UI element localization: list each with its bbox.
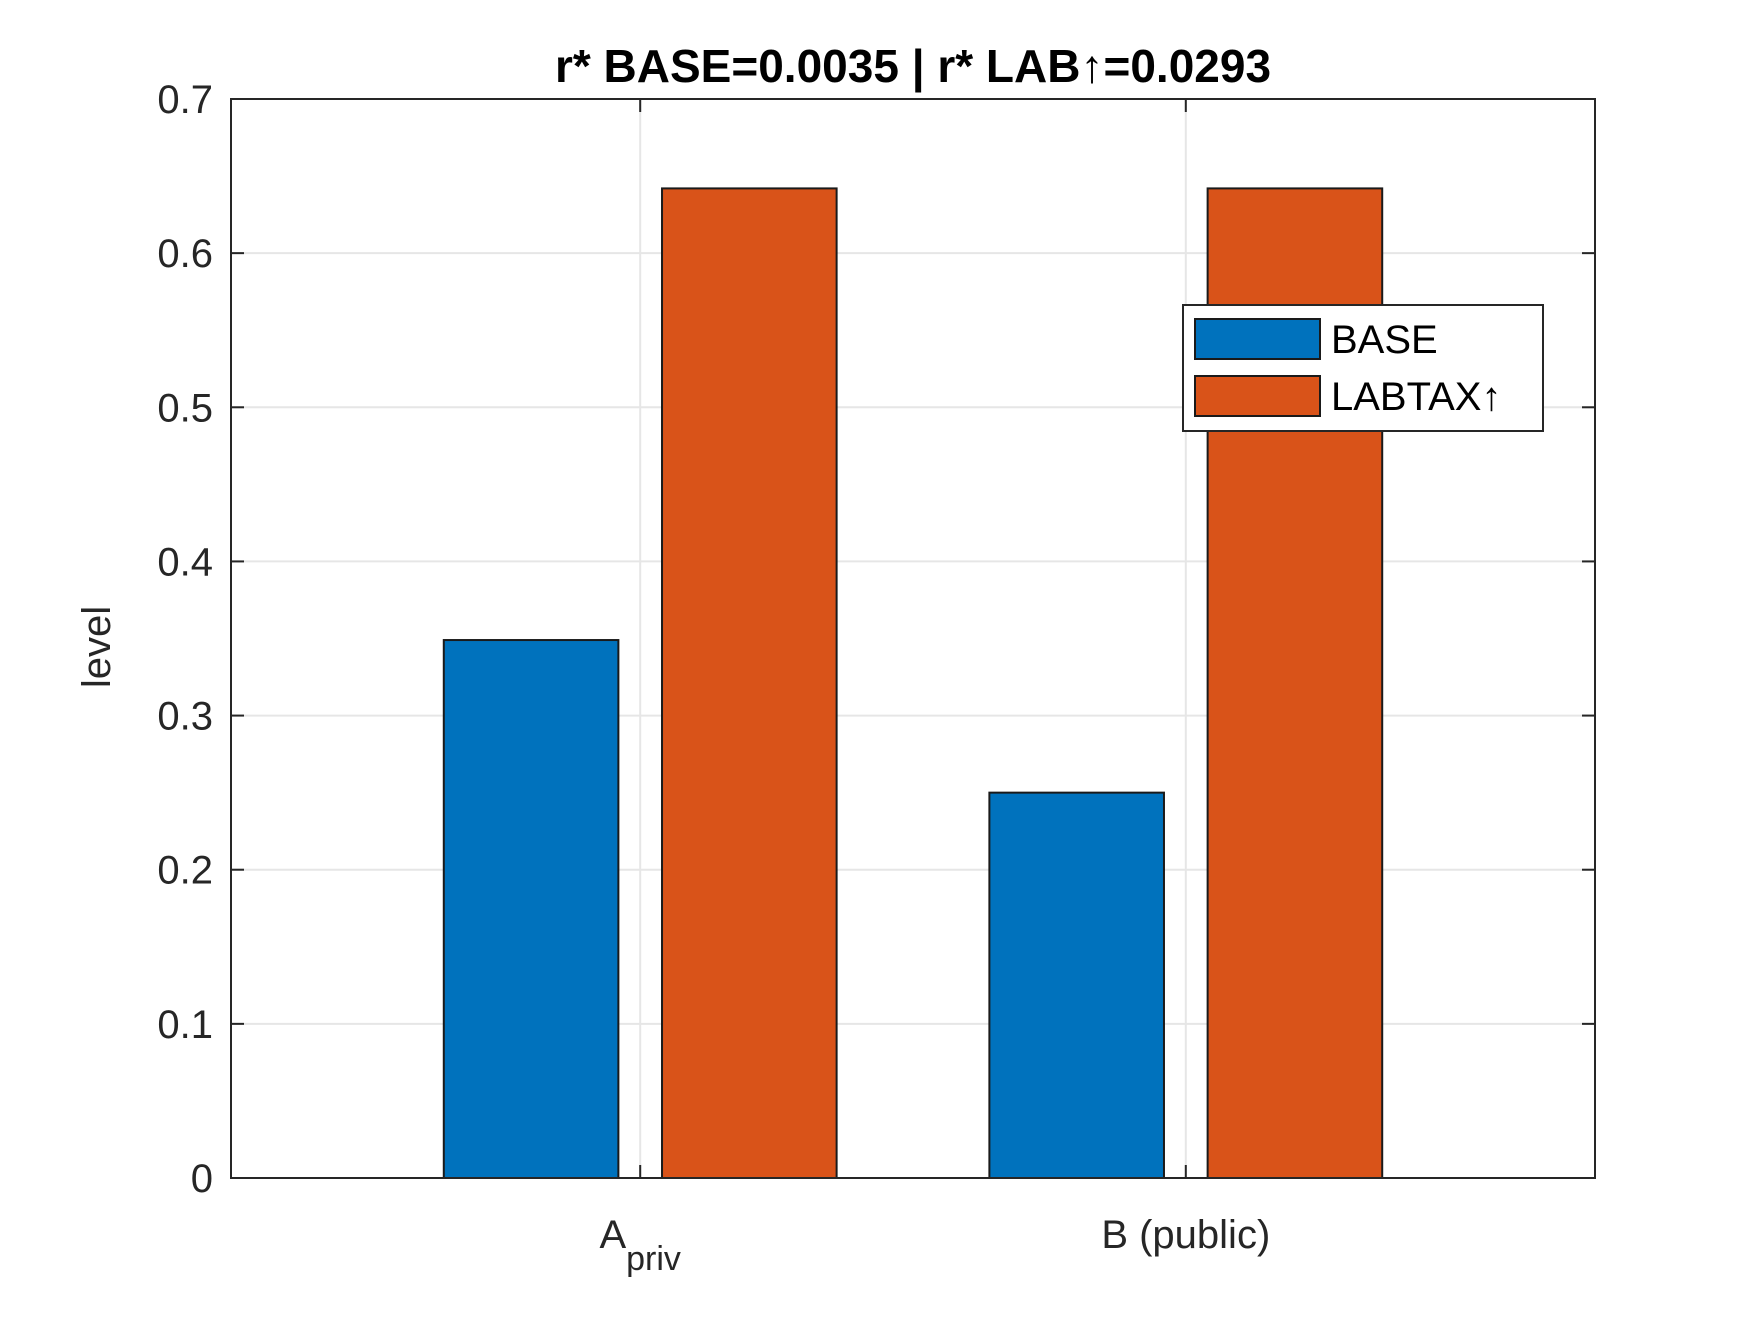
chart-title: r* BASE=0.0035 | r* LAB↑=0.0293 (555, 40, 1271, 92)
plot-area: 0 0.1 0.2 0.3 0.4 0.5 0.6 0.7 Apriv B (public) BAS… (157, 78, 1596, 1278)
y-tick-label: 0.5 (157, 386, 213, 430)
y-tick-label: 0.6 (157, 232, 213, 276)
axes-box (230, 98, 1596, 1179)
legend-label: BASE (1331, 318, 1438, 362)
x-tick-label: B (public) (1101, 1213, 1270, 1257)
legend-swatch (1194, 375, 1321, 417)
x-tick-label: Apriv (599, 1213, 680, 1278)
y-tick-label: 0.4 (157, 540, 213, 584)
bar-labtax-1 (661, 187, 838, 1180)
legend-swatch (1194, 318, 1321, 360)
y-tick-label: 0.2 (157, 849, 213, 893)
y-tick-label: 0.3 (157, 695, 213, 739)
y-tick-label: 0.7 (157, 78, 213, 122)
y-tick-label: 0.1 (157, 1003, 213, 1047)
bar-base-2 (988, 791, 1165, 1180)
y-tick-label: 0 (191, 1157, 213, 1201)
bar-base-1 (442, 639, 620, 1179)
axes-background (231, 99, 1595, 1178)
y-axis-label: level (75, 606, 119, 688)
legend-label: LABTAX↑ (1331, 375, 1501, 419)
